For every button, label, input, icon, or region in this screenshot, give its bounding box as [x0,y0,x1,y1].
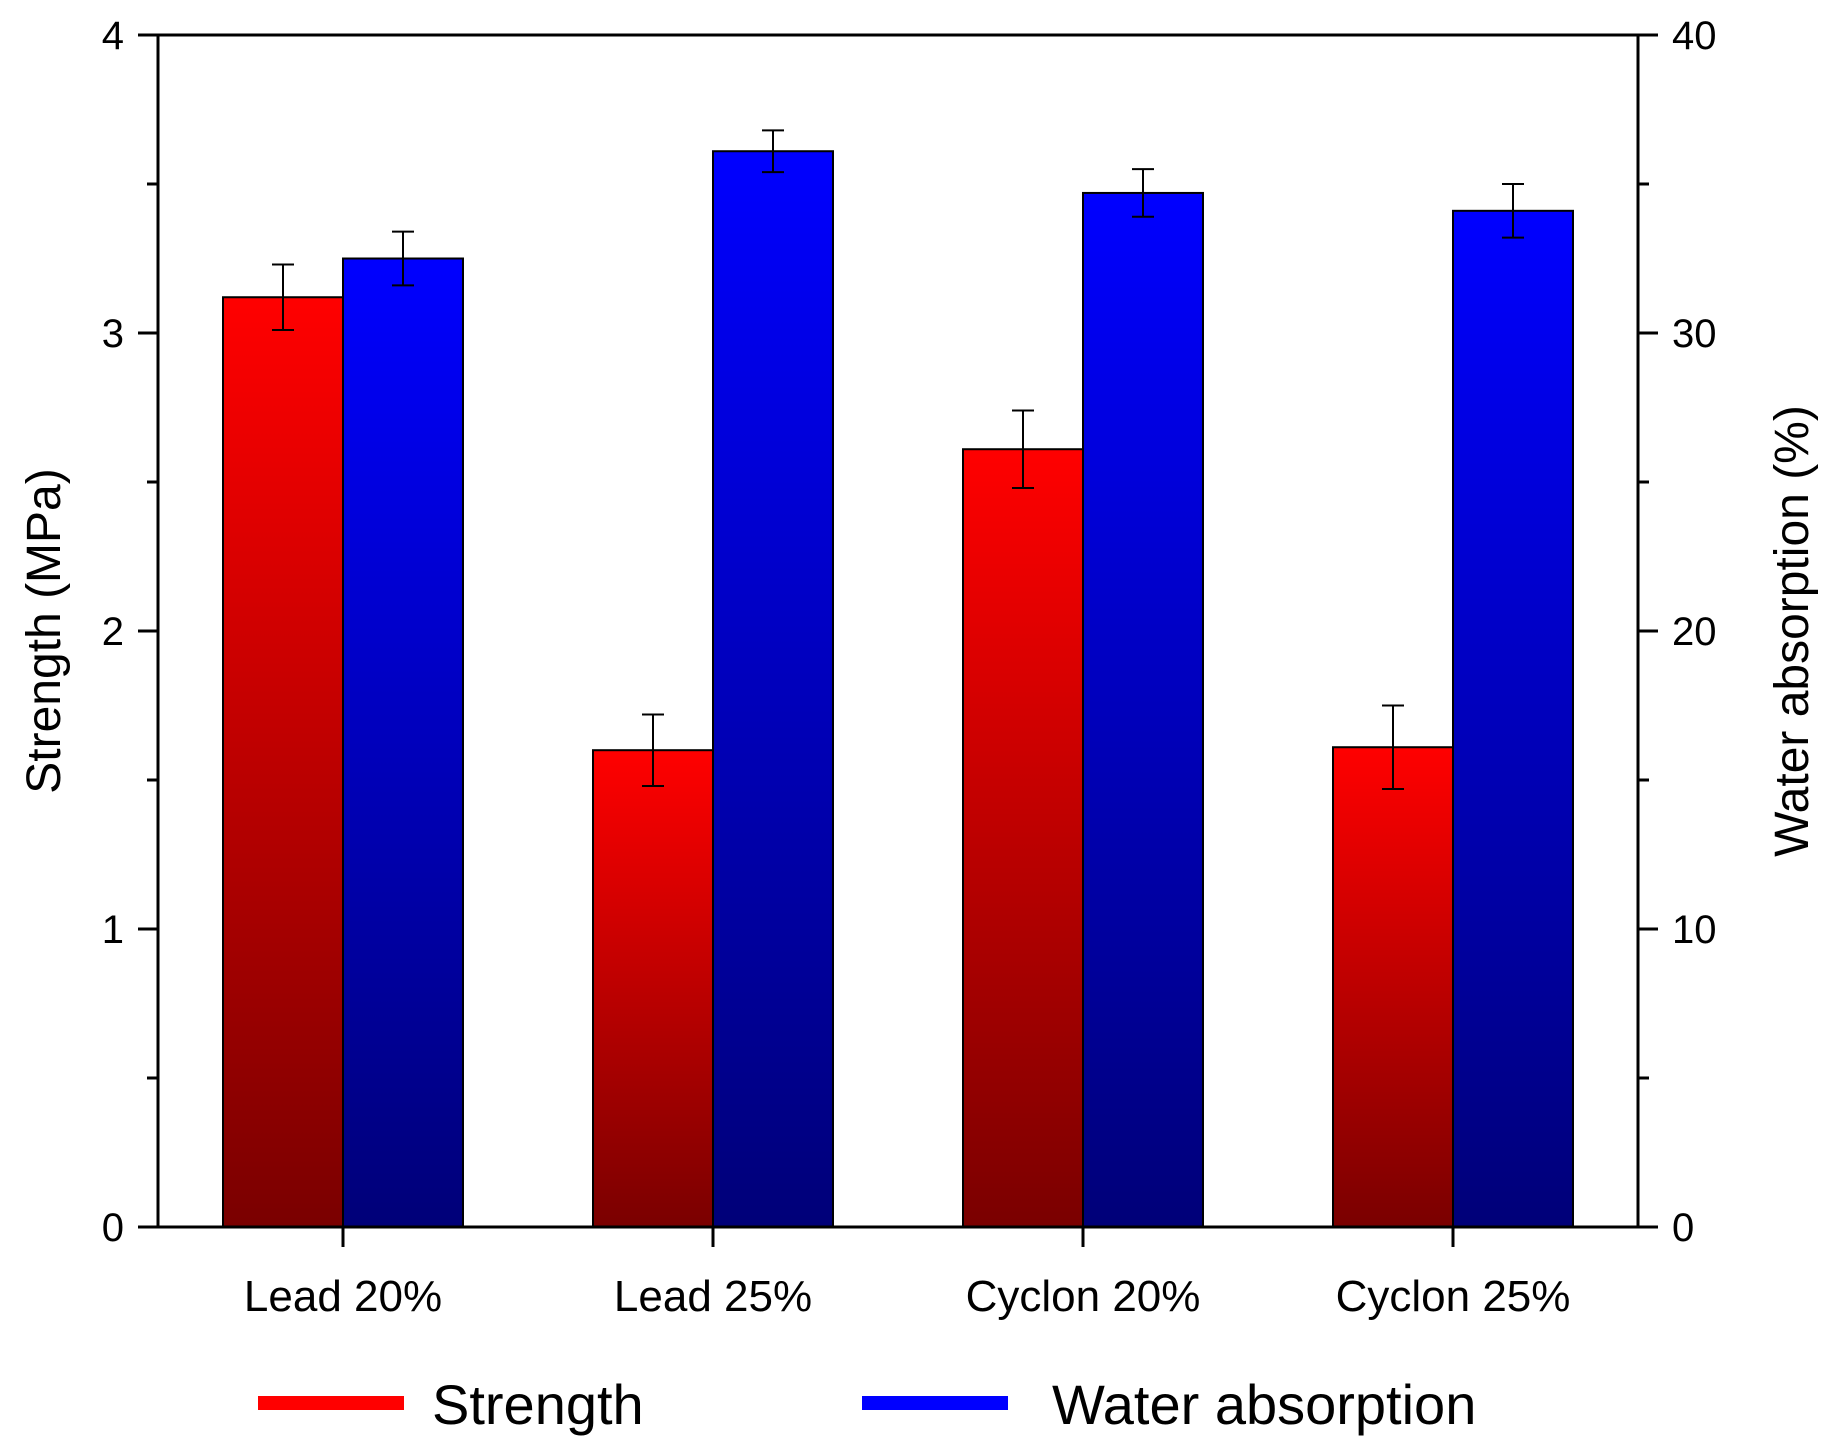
y2-tick-label-20: 20 [1672,610,1717,654]
error-bars [272,129,1524,790]
y-tick-label-4: 4 [102,14,124,58]
bar-water-absorption-lead-25 [712,150,834,1229]
y-tick-label-3: 3 [102,312,124,356]
y2-tick-label-40: 40 [1672,14,1717,58]
bar-strength-cyclon-25 [1332,746,1454,1228]
y-tick-label-1: 1 [102,908,124,952]
legend-label-strength: Strength [432,1373,644,1436]
legend-swatch-water-absorption [862,1396,1008,1410]
x-tick-label-cyclon-20: Cyclon 20% [966,1272,1201,1321]
y2-tick-label-0: 0 [1672,1206,1694,1250]
y2-tick-label-10: 10 [1672,908,1717,952]
x-tick-label-cyclon-25: Cyclon 25% [1336,1272,1571,1321]
bars [222,150,1574,1229]
y-axis-title: Strength (MPa) [18,468,71,793]
bar-water-absorption-cyclon-20 [1082,191,1204,1229]
bar-strength-lead-25 [592,749,714,1228]
y-tick-label-0: 0 [102,1206,124,1250]
category-labels: Lead 20% Lead 25% Cyclon 20% Cyclon 25% [244,1272,1570,1321]
y2-axis-title: Water absorption (%) [1766,405,1819,857]
bar-water-absorption-cyclon-25 [1452,209,1574,1228]
y2-tick-label-30: 30 [1672,312,1717,356]
bar-water-absorption-lead-20 [342,257,464,1228]
bar-strength-lead-20 [222,296,344,1228]
legend: Strength Water absorption [258,1373,1476,1436]
x-tick-label-lead-25: Lead 25% [614,1272,812,1321]
legend-swatch-strength [258,1396,404,1410]
y-tick-label-2: 2 [102,610,124,654]
axis-ticks [138,33,1658,1247]
bar-strength-cyclon-20 [962,448,1084,1229]
x-tick-label-lead-20: Lead 20% [244,1272,442,1321]
legend-label-water-absorption: Water absorption [1052,1373,1476,1436]
